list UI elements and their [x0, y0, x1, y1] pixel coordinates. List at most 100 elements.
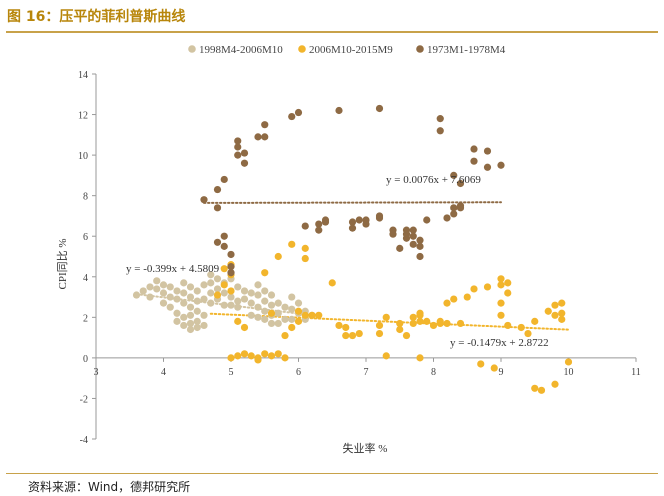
- data-point: [207, 279, 215, 287]
- data-point: [558, 309, 566, 317]
- legend-marker: [188, 45, 196, 53]
- data-point: [193, 317, 201, 325]
- scatter-points: [132, 104, 573, 394]
- data-point: [524, 329, 532, 338]
- y-tick-label: -4: [80, 435, 88, 446]
- data-point: [213, 185, 222, 194]
- data-point: [227, 287, 235, 295]
- data-point: [267, 319, 276, 328]
- data-point: [416, 317, 424, 325]
- data-point: [173, 317, 181, 325]
- data-point: [193, 323, 201, 332]
- data-point: [294, 108, 303, 117]
- data-point: [470, 285, 478, 293]
- data-point: [234, 352, 242, 360]
- legend-label: 1973M1-1978M4: [427, 44, 506, 56]
- data-point: [200, 311, 208, 319]
- data-point: [281, 354, 289, 362]
- data-point: [362, 216, 370, 224]
- data-point: [315, 220, 323, 228]
- data-point: [382, 352, 390, 360]
- data-point: [456, 179, 465, 188]
- data-point: [267, 301, 276, 309]
- data-point: [504, 279, 512, 287]
- data-point: [288, 240, 296, 248]
- data-point: [227, 250, 235, 259]
- data-point: [227, 263, 235, 271]
- data-point: [483, 147, 492, 155]
- data-point: [348, 218, 357, 226]
- data-point: [180, 299, 188, 307]
- data-point: [308, 311, 316, 319]
- data-point: [470, 157, 478, 165]
- data-point: [490, 364, 498, 372]
- footer-divider: [6, 473, 658, 474]
- data-point: [531, 317, 539, 325]
- trendline-equation: y = 0.0076x + 7.6069: [386, 174, 481, 186]
- data-point: [166, 293, 174, 301]
- data-point: [382, 313, 390, 321]
- data-point: [180, 289, 188, 297]
- data-point: [146, 283, 154, 291]
- x-tick-label: 6: [296, 367, 301, 378]
- data-point: [193, 287, 201, 295]
- data-point: [240, 295, 249, 303]
- y-tick-label: 6: [83, 232, 88, 243]
- trendline: [203, 201, 502, 204]
- data-point: [274, 319, 282, 328]
- data-point: [186, 283, 195, 291]
- data-point: [375, 329, 384, 338]
- y-tick-label: 12: [78, 111, 88, 122]
- data-point: [288, 293, 296, 301]
- data-point: [186, 311, 195, 319]
- chart-legend: 1998M4-2006M10 2006M10-2015M9 1973M1-1978M…: [188, 44, 506, 56]
- legend-label: 2006M10-2015M9: [309, 44, 393, 56]
- data-point: [254, 313, 262, 321]
- data-point: [159, 281, 168, 289]
- x-tick-label: 11: [631, 367, 641, 378]
- data-point: [200, 281, 208, 289]
- data-point: [450, 210, 458, 218]
- data-point: [335, 321, 343, 330]
- data-point: [153, 277, 161, 285]
- data-point: [200, 295, 208, 303]
- data-point: [200, 196, 208, 204]
- data-point: [342, 323, 350, 332]
- data-point: [247, 289, 255, 297]
- data-point: [207, 299, 215, 307]
- data-point: [281, 331, 289, 340]
- data-point: [409, 232, 417, 240]
- x-tick-label: 8: [431, 367, 436, 378]
- data-point: [416, 354, 424, 362]
- data-point: [470, 145, 478, 153]
- data-point: [375, 321, 384, 330]
- data-point: [281, 315, 289, 323]
- data-point: [261, 287, 269, 295]
- data-point: [531, 384, 539, 392]
- data-point: [301, 244, 309, 252]
- data-point: [288, 315, 296, 323]
- data-point: [436, 317, 444, 325]
- data-point: [416, 236, 424, 244]
- data-point: [261, 121, 269, 129]
- y-tick-label: -2: [80, 394, 88, 405]
- data-point: [220, 175, 228, 184]
- data-point: [456, 204, 465, 212]
- y-tick-label: 2: [83, 313, 88, 324]
- phillips-curve-chart: 1998M4-2006M10 2006M10-2015M9 1973M1-1978M…: [56, 44, 641, 455]
- data-point: [207, 289, 215, 297]
- data-point: [294, 307, 303, 315]
- data-point: [402, 331, 411, 340]
- source-note: 资料来源：Wind，德邦研究所: [28, 480, 191, 494]
- data-point: [227, 301, 235, 309]
- data-point: [186, 319, 195, 328]
- data-point: [335, 106, 343, 115]
- data-point: [227, 293, 235, 301]
- data-point: [261, 307, 269, 315]
- data-point: [423, 216, 431, 224]
- data-point: [551, 311, 559, 319]
- trendline-equation: y = -0.399x + 4.5809: [126, 263, 220, 275]
- x-tick-label: 10: [564, 367, 574, 378]
- data-point: [261, 133, 269, 141]
- data-point: [402, 226, 411, 234]
